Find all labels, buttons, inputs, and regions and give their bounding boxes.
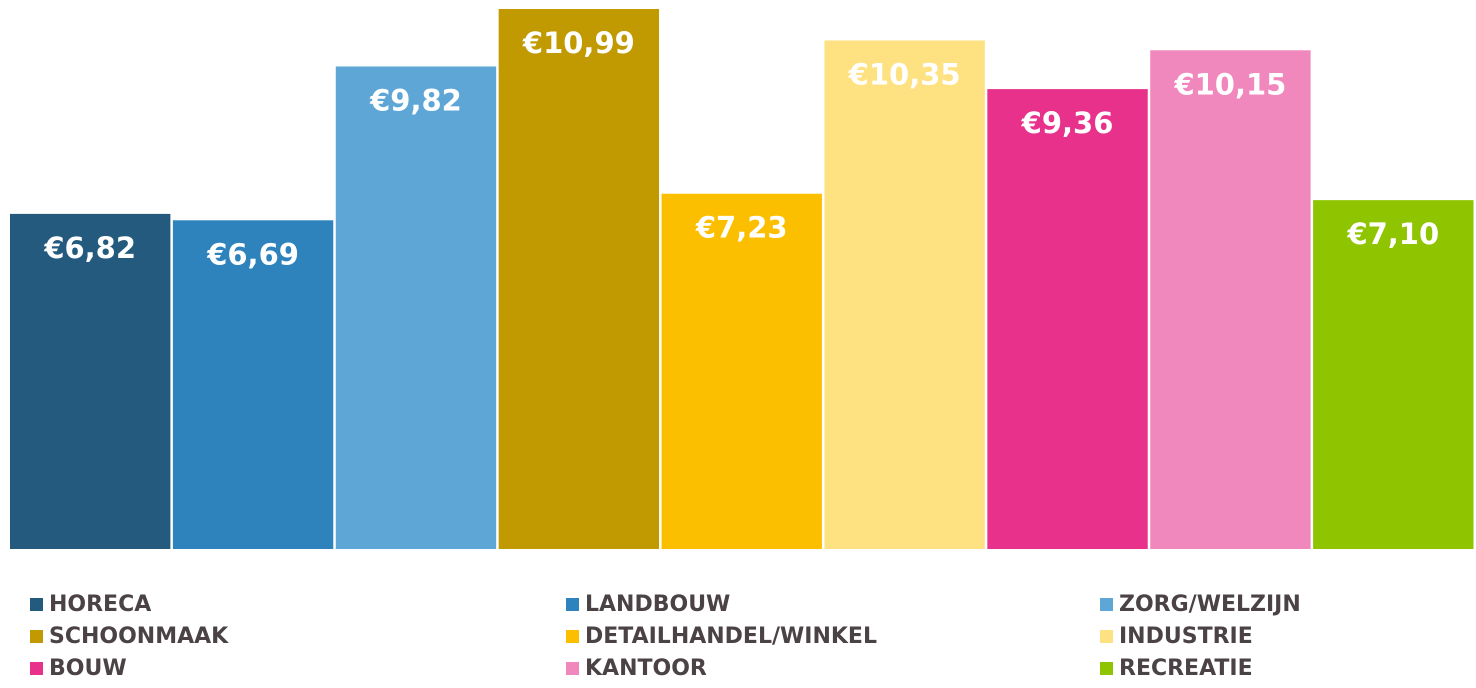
legend-swatch	[30, 662, 43, 675]
value-label: €10,15	[1173, 67, 1286, 101]
legend-label: SCHOONMAAK	[49, 624, 229, 649]
value-label: €6,69	[206, 237, 299, 271]
bar	[1150, 50, 1311, 549]
value-label: €7,10	[1346, 217, 1439, 251]
legend-swatch	[30, 630, 43, 643]
bar	[335, 66, 497, 550]
value-label: €9,36	[1021, 106, 1114, 140]
legend-label: KANTOOR	[585, 656, 707, 681]
bar	[10, 213, 171, 549]
legend-label: ZORG/WELZIJN	[1119, 592, 1301, 617]
value-label: €6,82	[43, 231, 136, 265]
legend-swatch	[566, 662, 579, 675]
legend-swatch	[30, 598, 43, 611]
legend-label: HORECA	[49, 592, 151, 617]
bar	[661, 193, 822, 550]
value-label: €7,23	[695, 211, 788, 245]
value-label: €10,99	[522, 26, 635, 60]
bar	[1313, 200, 1474, 549]
value-label: €10,35	[848, 57, 961, 91]
legend-swatch	[566, 598, 579, 611]
legend-label: DETAILHANDEL/WINKEL	[585, 624, 877, 649]
legend-swatch	[1100, 662, 1113, 675]
legend-label: RECREATIE	[1119, 656, 1253, 681]
value-label: €9,82	[369, 83, 462, 117]
legend-swatch	[1100, 598, 1113, 611]
bar	[172, 220, 334, 549]
legend-label: BOUW	[49, 656, 127, 681]
bar	[824, 40, 985, 549]
legend-label: INDUSTRIE	[1119, 624, 1253, 649]
legend-swatch	[566, 630, 579, 643]
bar	[987, 89, 1148, 549]
legend-swatch	[1100, 630, 1113, 643]
legend-label: LANDBOUW	[585, 592, 730, 617]
bar	[498, 9, 660, 549]
